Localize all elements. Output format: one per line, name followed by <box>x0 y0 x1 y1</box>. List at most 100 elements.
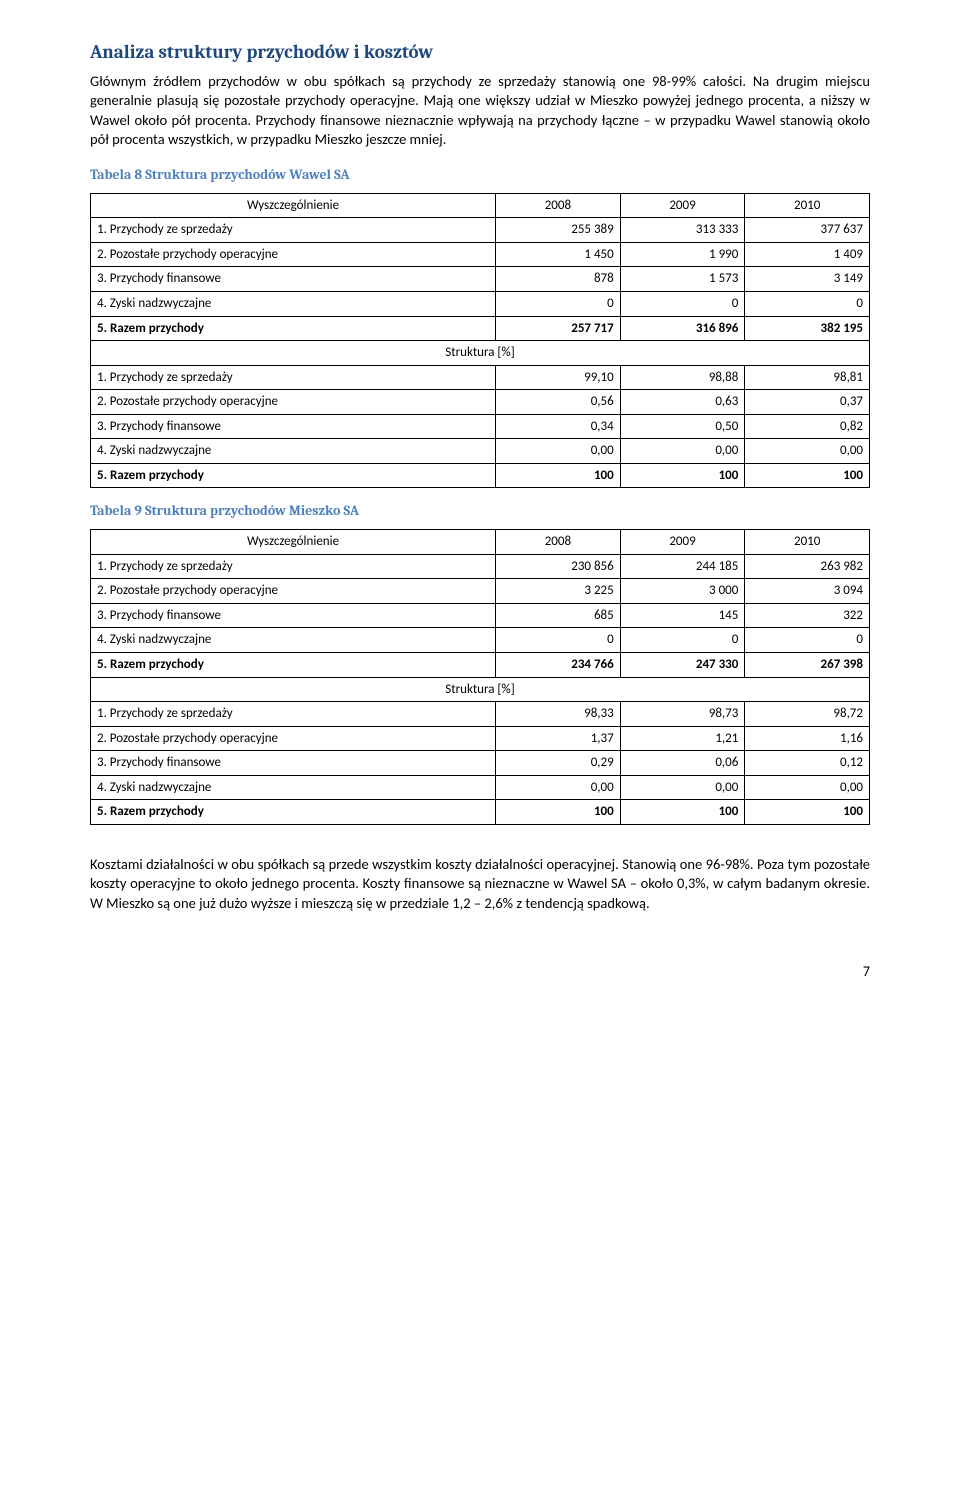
table-row-total: 5. Razem przychody257 717316 896382 195 <box>91 316 870 341</box>
table-row: 3. Przychody finansowe0,340,500,82 <box>91 414 870 439</box>
cell: 0,29 <box>496 751 621 776</box>
cell: 1 990 <box>620 242 745 267</box>
table-row-total: 5. Razem przychody100100100 <box>91 800 870 825</box>
col-header: 2009 <box>620 530 745 555</box>
cell: 0,00 <box>496 775 621 800</box>
cell: 313 333 <box>620 218 745 243</box>
row-label: 5. Razem przychody <box>91 463 496 488</box>
page-number: 7 <box>90 963 870 982</box>
cell: 3 000 <box>620 579 745 604</box>
cell: 0,63 <box>620 390 745 415</box>
table-row-total: 5. Razem przychody234 766247 330267 398 <box>91 652 870 677</box>
table-row: 1. Przychody ze sprzedaży98,3398,7398,72 <box>91 702 870 727</box>
table8-caption: Tabela 8 Struktura przychodów Wawel SA <box>90 166 870 185</box>
cell: 230 856 <box>496 554 621 579</box>
cell: 0,56 <box>496 390 621 415</box>
cell: 100 <box>620 463 745 488</box>
table9-caption: Tabela 9 Struktura przychodów Mieszko SA <box>90 502 870 521</box>
row-label: 5. Razem przychody <box>91 800 496 825</box>
row-label: 3. Przychody finansowe <box>91 414 496 439</box>
cell: 0,37 <box>745 390 870 415</box>
cell: 0,00 <box>745 775 870 800</box>
structure-label: Struktura [%] <box>91 341 870 366</box>
table8: Wyszczególnienie 2008 2009 2010 1. Przyc… <box>90 193 870 489</box>
structure-label: Struktura [%] <box>91 677 870 702</box>
row-label: 1. Przychody ze sprzedaży <box>91 218 496 243</box>
cell: 382 195 <box>745 316 870 341</box>
cell: 145 <box>620 603 745 628</box>
cell: 1,16 <box>745 726 870 751</box>
cell: 0,50 <box>620 414 745 439</box>
col-header: 2010 <box>745 193 870 218</box>
table-row: 4. Zyski nadzwyczajne0,000,000,00 <box>91 439 870 464</box>
cell: 1 573 <box>620 267 745 292</box>
row-label: 4. Zyski nadzwyczajne <box>91 775 496 800</box>
cell: 0 <box>620 628 745 653</box>
row-label: 4. Zyski nadzwyczajne <box>91 628 496 653</box>
cell: 0,00 <box>620 439 745 464</box>
row-label: 5. Razem przychody <box>91 652 496 677</box>
cell: 0,00 <box>496 439 621 464</box>
row-label: 5. Razem przychody <box>91 316 496 341</box>
cell: 3 225 <box>496 579 621 604</box>
cell: 316 896 <box>620 316 745 341</box>
table-row: 3. Przychody finansowe0,290,060,12 <box>91 751 870 776</box>
cell: 100 <box>496 463 621 488</box>
cell: 0 <box>496 291 621 316</box>
cell: 247 330 <box>620 652 745 677</box>
table-row: 1. Przychody ze sprzedaży255 389313 3333… <box>91 218 870 243</box>
cell: 0,34 <box>496 414 621 439</box>
table-row: 4. Zyski nadzwyczajne000 <box>91 291 870 316</box>
cell: 0 <box>496 628 621 653</box>
cell: 0 <box>620 291 745 316</box>
cell: 267 398 <box>745 652 870 677</box>
cell: 0 <box>745 628 870 653</box>
table-row: 1. Przychody ze sprzedaży230 856244 1852… <box>91 554 870 579</box>
col-header: Wyszczególnienie <box>91 530 496 555</box>
col-header: 2008 <box>496 193 621 218</box>
table-section-row: Struktura [%] <box>91 677 870 702</box>
table-row: 2. Pozostałe przychody operacyjne1,371,2… <box>91 726 870 751</box>
table-row: 3. Przychody finansowe685145322 <box>91 603 870 628</box>
row-label: 3. Przychody finansowe <box>91 603 496 628</box>
cell: 244 185 <box>620 554 745 579</box>
cell: 0,82 <box>745 414 870 439</box>
cell: 0,00 <box>620 775 745 800</box>
cell: 98,73 <box>620 702 745 727</box>
cell: 257 717 <box>496 316 621 341</box>
row-label: 2. Pozostałe przychody operacyjne <box>91 726 496 751</box>
row-label: 2. Pozostałe przychody operacyjne <box>91 242 496 267</box>
cell: 100 <box>620 800 745 825</box>
cell: 100 <box>496 800 621 825</box>
cell: 3 094 <box>745 579 870 604</box>
cell: 100 <box>745 463 870 488</box>
row-label: 3. Przychody finansowe <box>91 267 496 292</box>
row-label: 4. Zyski nadzwyczajne <box>91 439 496 464</box>
cell: 99,10 <box>496 365 621 390</box>
row-label: 1. Przychody ze sprzedaży <box>91 702 496 727</box>
cell: 685 <box>496 603 621 628</box>
cell: 0,00 <box>745 439 870 464</box>
row-label: 2. Pozostałe przychody operacyjne <box>91 579 496 604</box>
cell: 3 149 <box>745 267 870 292</box>
row-label: 3. Przychody finansowe <box>91 751 496 776</box>
col-header: 2010 <box>745 530 870 555</box>
table-row: 2. Pozostałe przychody operacyjne0,560,6… <box>91 390 870 415</box>
table-row: 2. Pozostałe przychody operacyjne1 4501 … <box>91 242 870 267</box>
row-label: 4. Zyski nadzwyczajne <box>91 291 496 316</box>
row-label: 1. Przychody ze sprzedaży <box>91 365 496 390</box>
cell: 1 450 <box>496 242 621 267</box>
cell: 322 <box>745 603 870 628</box>
table-row: 2. Pozostałe przychody operacyjne3 2253 … <box>91 579 870 604</box>
table-header-row: Wyszczególnienie 2008 2009 2010 <box>91 193 870 218</box>
cell: 98,88 <box>620 365 745 390</box>
cell: 98,72 <box>745 702 870 727</box>
cell: 0 <box>745 291 870 316</box>
cell: 377 637 <box>745 218 870 243</box>
row-label: 2. Pozostałe przychody operacyjne <box>91 390 496 415</box>
cell: 98,33 <box>496 702 621 727</box>
cell: 1,37 <box>496 726 621 751</box>
table-section-row: Struktura [%] <box>91 341 870 366</box>
col-header: Wyszczególnienie <box>91 193 496 218</box>
cell: 878 <box>496 267 621 292</box>
